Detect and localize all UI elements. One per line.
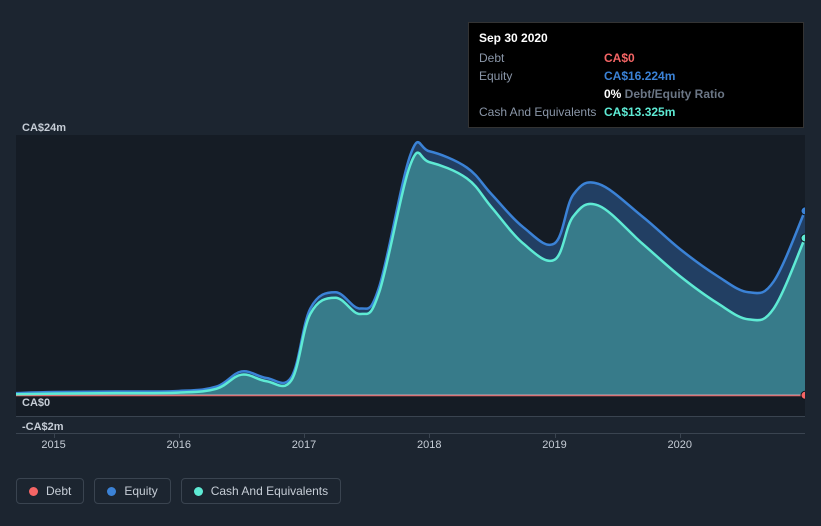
x-axis: 2015 2016 2017 2018 2019 2020 — [16, 433, 805, 457]
series-end-marker — [801, 234, 805, 242]
legend-dot-icon — [107, 487, 116, 496]
legend-label: Debt — [46, 484, 71, 498]
legend-dot-icon — [29, 487, 38, 496]
ylabel-bottom: -CA$2m — [22, 421, 64, 433]
legend-item[interactable]: Debt — [16, 478, 84, 504]
tooltip-row: Cash And EquivalentsCA$13.325m — [479, 103, 793, 121]
legend-label: Equity — [124, 484, 157, 498]
tooltip-row-value: CA$0 — [604, 49, 635, 67]
legend-item[interactable]: Equity — [94, 478, 170, 504]
chart-area: CA$24m CA$0 -CA$2m 201520162017201820192… — [16, 135, 805, 435]
plot-area[interactable] — [16, 135, 805, 417]
legend-dot-icon — [194, 487, 203, 496]
x-tick-label: 2017 — [292, 439, 316, 451]
tooltip-row-label: Debt — [479, 49, 604, 67]
tooltip-row: EquityCA$16.224m — [479, 67, 793, 85]
series-end-marker — [801, 391, 805, 399]
legend: Debt Equity Cash And Equivalents — [16, 478, 341, 504]
x-tick-label: 2019 — [542, 439, 566, 451]
series-end-marker — [801, 207, 805, 215]
ylabel-zero: CA$0 — [22, 397, 50, 409]
legend-label: Cash And Equivalents — [211, 484, 328, 498]
tooltip-row-value: CA$13.325m — [604, 103, 675, 121]
tooltip: Sep 30 2020 DebtCA$0EquityCA$16.224m0% D… — [468, 22, 804, 128]
legend-item[interactable]: Cash And Equivalents — [181, 478, 341, 504]
x-tick-label: 2015 — [41, 439, 65, 451]
tooltip-row-label — [479, 85, 604, 103]
tooltip-row-value: CA$16.224m — [604, 67, 675, 85]
tooltip-row-label: Cash And Equivalents — [479, 103, 604, 121]
tooltip-date: Sep 30 2020 — [479, 29, 793, 47]
tooltip-row: DebtCA$0 — [479, 49, 793, 67]
x-tick-label: 2020 — [668, 439, 692, 451]
x-tick-label: 2018 — [417, 439, 441, 451]
tooltip-row-label: Equity — [479, 67, 604, 85]
x-tick-label: 2016 — [167, 439, 191, 451]
tooltip-row: 0% Debt/Equity Ratio — [479, 85, 793, 103]
tooltip-row-value: 0% Debt/Equity Ratio — [604, 85, 725, 103]
ylabel-top: CA$24m — [22, 122, 66, 134]
